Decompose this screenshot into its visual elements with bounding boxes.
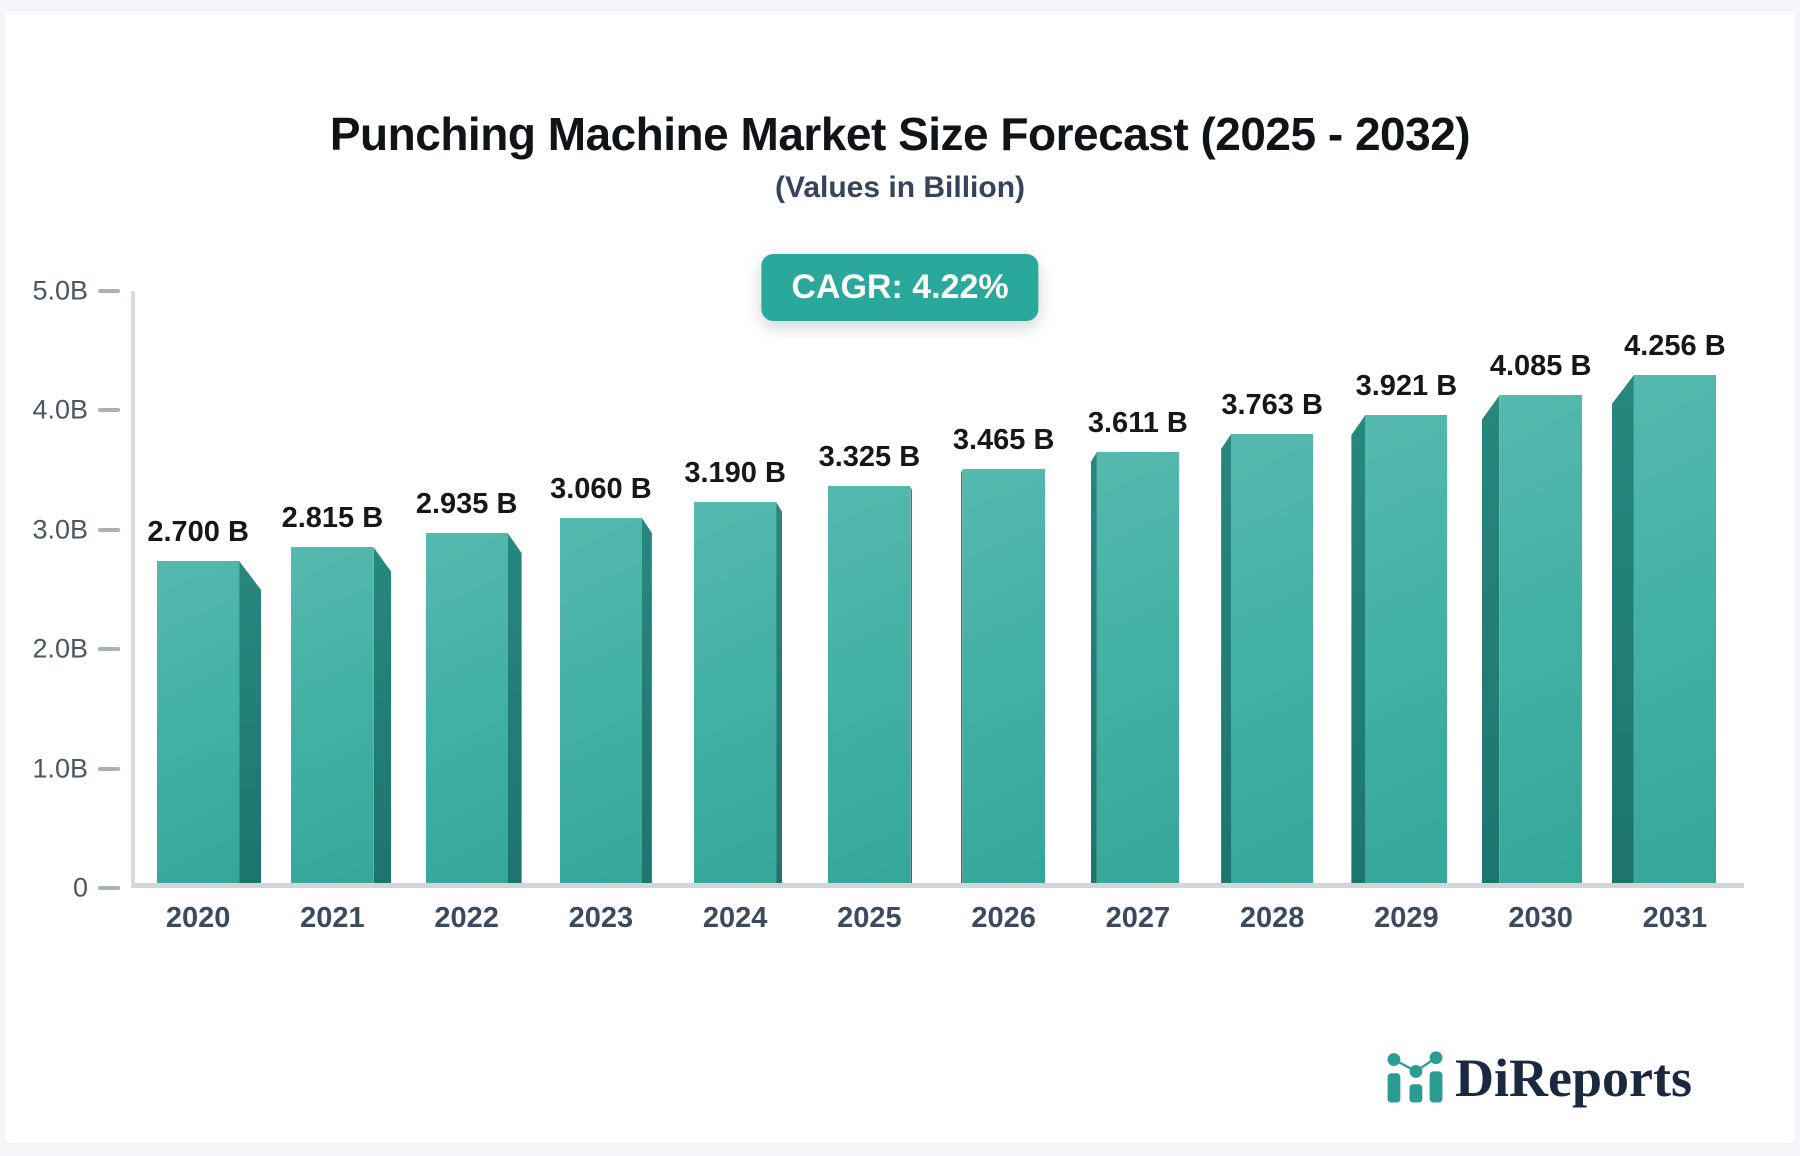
y-tick-mark [98,886,120,890]
x-axis-label: 2027 [1105,902,1171,934]
x-axis-label: 2029 [1374,902,1439,934]
bar[interactable] [1481,395,1582,883]
y-tick-label: 5.0B [32,275,88,306]
bar-value-label: 2.700 B [147,516,249,548]
bar-face [1633,375,1716,883]
x-axis-label: 2021 [300,902,365,934]
bar[interactable] [1221,434,1314,883]
bar-slot: 2.700 B 2020 [143,516,275,934]
bar[interactable] [1090,452,1179,883]
x-axis-label: 2028 [1239,902,1305,934]
chart-title: Punching Machine Market Size Forecast (2… [329,108,1471,160]
bar-value-label: 4.256 B [1624,330,1726,362]
y-tick-label: 4.0B [32,394,88,425]
bar-face [1096,452,1179,883]
bar-slot: 3.611 B 2027 [1069,407,1201,934]
x-axis-label: 2020 [165,902,231,934]
chart-card: Punching Machine Market Size Forecast (2… [3,10,1797,1144]
bar-value-label: 3.763 B [1221,389,1323,421]
y-tick-mark [98,647,120,652]
bar-value-label: 3.325 B [818,441,921,473]
y-tick-mark [98,527,120,532]
bar-face [1231,434,1314,883]
x-axis-label: 2023 [568,902,634,934]
bar[interactable] [157,561,262,883]
y-tick-label: 2.0B [32,633,88,664]
bar-value-label: 3.060 B [550,473,652,505]
bar-3d-side [910,486,913,883]
bar-face [962,469,1045,883]
y-tick-label: 0 [72,872,88,903]
bar-3d-side [239,561,262,883]
bar[interactable] [828,486,913,883]
bar[interactable] [694,502,783,883]
bar[interactable] [559,518,652,883]
bar-slot: 4.085 B 2030 [1466,350,1598,934]
chart-subtitle: (Values in Billion) [774,171,1026,204]
bar-value-label: 4.085 B [1489,350,1592,382]
bar-chart-logo-icon [1383,1047,1447,1105]
bar-value-label: 2.935 B [415,488,518,520]
logo-text: DiReports [1455,1048,1692,1108]
bar-3d-side [1221,434,1232,883]
bar-slot: 3.465 B 2026 [937,424,1069,934]
direports-logo: DiReports [1383,1047,1692,1105]
y-tick-label: 3.0B [32,514,88,545]
bar-3d-side [1611,375,1634,883]
bar-value-label: 3.921 B [1355,370,1458,402]
bar-face [1499,395,1582,883]
bar-face [559,518,642,883]
bar-3d-side [960,469,963,883]
y-tick-mark [98,408,120,413]
bar-chart: 0 1.0B 2.0B 3.0B 4.0B 5.0B 2.700 B 2020 2.815 B… [4,276,1796,951]
bar-value-label: 3.465 B [952,424,1055,456]
bar-value-label: 2.815 B [281,502,384,534]
bar-slot: 3.763 B 2028 [1201,389,1333,934]
bar-value-label: 3.190 B [684,457,786,489]
bar[interactable] [425,533,522,883]
bar-face [828,486,911,883]
y-tick-mark [98,766,120,771]
x-axis-label: 2025 [837,902,902,934]
x-axis-label: 2030 [1508,902,1573,934]
bar-3d-side [1351,415,1366,883]
bar-3d-side [776,502,783,883]
bar-3d-side [1481,395,1500,883]
bar-3d-side [373,547,392,883]
bar-slot: 3.921 B 2029 [1333,370,1465,934]
bar-face [425,533,508,883]
bar-3d-side [507,533,522,883]
x-axis-label: 2024 [702,902,768,934]
bar-face [694,502,777,883]
x-axis-label: 2022 [434,902,499,934]
bar-slot: 2.935 B 2022 [408,488,540,934]
y-tick-label: 1.0B [32,753,88,784]
bar[interactable] [291,547,392,883]
bar-face [291,547,374,883]
bar-slot: 2.815 B 2021 [275,502,407,934]
bar[interactable] [960,469,1045,883]
bar-slots: 2.700 B 2020 2.815 B 2021 2.935 B 2022 3.060 B… [143,291,1730,934]
cagr-badge: CAGR: 4.22% [761,254,1039,321]
bar-3d-side [641,518,652,883]
bar-3d-side [1090,452,1097,883]
bar-slot: 3.325 B 2025 [804,441,936,934]
bar-value-label: 3.611 B [1087,407,1188,439]
x-axis-label: 2031 [1642,902,1708,934]
bar-face [1365,415,1448,883]
x-axis-label: 2026 [971,902,1036,934]
y-tick-mark [98,289,120,293]
bar-face [157,561,240,883]
bar-slot: 3.190 B 2024 [672,457,804,934]
bar[interactable] [1611,375,1716,883]
bar-slot: 3.060 B 2023 [540,473,672,934]
bar-slot: 4.256 B 2031 [1598,330,1730,934]
plot-area: 2.700 B 2020 2.815 B 2021 2.935 B 2022 3.060 B… [131,291,1744,934]
bar[interactable] [1351,415,1448,883]
